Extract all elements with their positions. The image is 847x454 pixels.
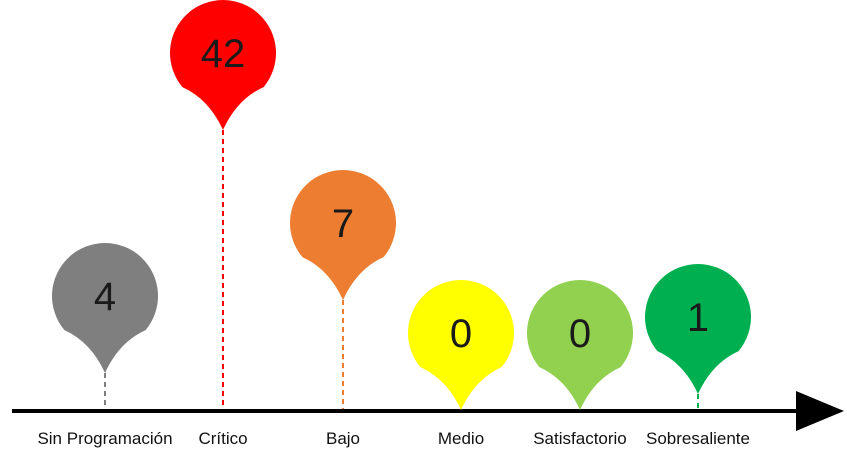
category-label-bajo: Bajo <box>326 429 360 448</box>
value-label-satisfactorio: 0 <box>569 312 591 356</box>
category-labels: Sin Programación Crítico Bajo Medio Satisfac… <box>37 429 750 448</box>
pin-sobresaliente <box>644 264 751 394</box>
category-label-medio: Medio <box>438 429 484 448</box>
pin-sin-programacion <box>52 243 159 373</box>
category-label-satisfactorio: Satisfactorio <box>533 429 627 448</box>
category-label-critico: Crítico <box>198 429 247 448</box>
category-label-sobresaliente: Sobresaliente <box>646 429 750 448</box>
pin-markers: 4 42 7 0 0 1 <box>52 0 751 410</box>
value-label-sin-programacion: 4 <box>94 275 116 319</box>
pin-medio <box>408 279 514 410</box>
pin-critico <box>170 0 276 130</box>
value-label-bajo: 7 <box>332 202 354 246</box>
value-label-sobresaliente: 1 <box>687 296 709 340</box>
value-label-critico: 42 <box>201 32 246 76</box>
value-label-medio: 0 <box>450 312 472 356</box>
category-label-sin-programacion: Sin Programación <box>37 429 172 448</box>
pin-satisfactorio <box>527 279 633 410</box>
pin-bajo <box>290 170 397 300</box>
